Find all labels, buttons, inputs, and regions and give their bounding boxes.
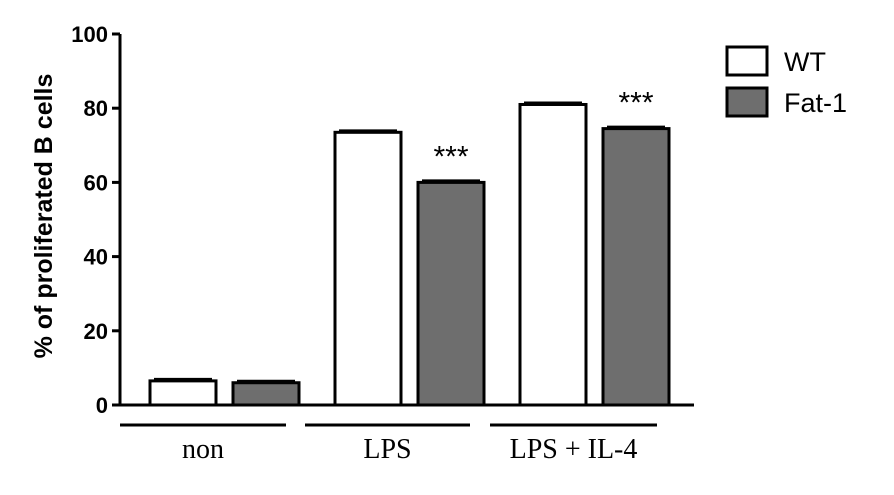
category-labels: non LPS LPS + IL-4	[120, 423, 657, 465]
legend-label-wt: WT	[784, 47, 826, 77]
y-tick-label: 40	[84, 245, 108, 270]
bar-wt-2	[518, 102, 588, 407]
bars	[148, 101, 671, 407]
category-label: LPS + IL-4	[510, 434, 638, 465]
bar-wt-0	[148, 379, 218, 407]
bar-fat-1-1	[416, 180, 486, 407]
y-axis-label: % of proliferated B cells	[30, 74, 58, 359]
bar-fat-1-2	[601, 127, 671, 407]
y-tick-label: 80	[84, 96, 108, 121]
y-tick-label: 60	[84, 170, 108, 195]
bar-fat-1-0	[231, 381, 301, 407]
category-label: non	[182, 434, 224, 465]
y-tick-label: 0	[96, 393, 108, 418]
significance-marker: ***	[618, 87, 653, 120]
legend-swatch-wt	[725, 45, 769, 77]
legend: WT Fat-1	[725, 45, 847, 118]
bar-wt-1	[333, 130, 403, 407]
significance-markers: *** ***	[433, 87, 653, 174]
category-label: LPS	[363, 434, 411, 465]
significance-marker: ***	[433, 140, 468, 173]
y-tick-label: 100	[71, 22, 108, 47]
legend-label-fat-1: Fat-1	[784, 88, 847, 118]
legend-swatch-fat-1	[725, 86, 769, 118]
y-tick-label: 20	[84, 319, 108, 344]
